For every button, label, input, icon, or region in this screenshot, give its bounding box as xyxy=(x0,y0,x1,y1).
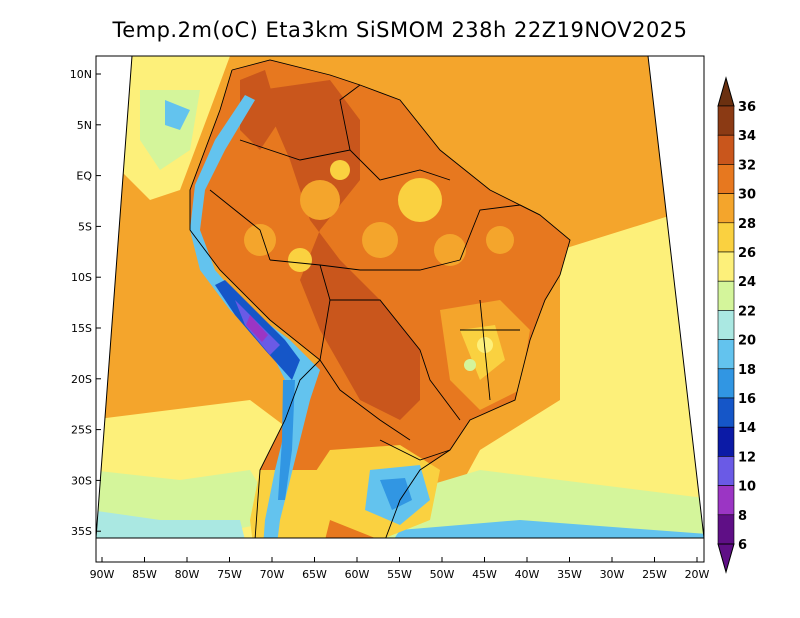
lat-tick-label: 35S xyxy=(71,525,92,538)
colorbar-label: 8 xyxy=(738,509,747,524)
lon-tick-label: 25W xyxy=(642,568,667,581)
colorbar-band xyxy=(717,222,735,253)
colorbar-band xyxy=(717,280,735,311)
colorbar-label: 14 xyxy=(738,421,756,436)
colorbar-label: 16 xyxy=(738,392,756,407)
colorbar-band xyxy=(717,105,735,136)
colorbar-label: 20 xyxy=(738,334,756,349)
lon-tick-label: 45W xyxy=(472,568,497,581)
lon-tick-label: 55W xyxy=(387,568,412,581)
lat-tick-label: 25S xyxy=(71,424,92,437)
lon-tick-label: 70W xyxy=(260,568,285,581)
lon-tick-label: 40W xyxy=(515,568,540,581)
colorbar-label: 6 xyxy=(738,538,747,553)
longitude-axis: 90W 85W 80W 75W 70W 65W 60W 55W 50W 45W 40W 35W 30W 2… xyxy=(90,557,710,581)
colorbar-band xyxy=(717,485,735,516)
colorbar: 36 34 32 30 28 26 24 22 20 18 16 14 12 10 8 6 xyxy=(717,76,756,574)
lat-tick-label: 10S xyxy=(71,271,92,284)
lon-tick-label: 80W xyxy=(175,568,200,581)
lon-tick-label: 60W xyxy=(345,568,370,581)
colorbar-label: 30 xyxy=(738,188,756,203)
colorbar-band xyxy=(717,193,735,224)
colorbar-band xyxy=(717,339,735,370)
lat-tick-label: 30S xyxy=(71,474,92,487)
colorbar-band xyxy=(717,368,735,399)
country-borders xyxy=(189,59,571,538)
lat-tick-label: 10N xyxy=(70,68,92,81)
map-title: Temp.2m(oC) Eta3km SiSMOM 238h 22Z19NOV2… xyxy=(112,18,688,42)
colorbar-band xyxy=(717,456,735,486)
lat-tick-label: EQ xyxy=(76,170,92,183)
colorbar-label: 34 xyxy=(738,129,756,144)
colorbar-label: 12 xyxy=(738,450,756,465)
lon-tick-label: 20W xyxy=(685,568,710,581)
lat-tick-label: 20S xyxy=(71,373,92,386)
colorbar-bottom-arrow xyxy=(717,543,735,574)
colorbar-label: 18 xyxy=(738,363,756,378)
lon-tick-label: 65W xyxy=(302,568,327,581)
colorbar-band xyxy=(717,514,735,545)
colorbar-label: 24 xyxy=(738,275,756,290)
lon-tick-label: 30W xyxy=(600,568,625,581)
lat-tick-label: 5N xyxy=(77,119,92,132)
colorbar-band xyxy=(717,164,735,194)
lon-tick-label: 85W xyxy=(132,568,157,581)
colorbar-label: 36 xyxy=(738,100,756,115)
lon-tick-label: 50W xyxy=(430,568,455,581)
lon-tick-label: 35W xyxy=(557,568,582,581)
colorbar-band xyxy=(717,134,735,165)
lat-tick-label: 5S xyxy=(78,220,92,233)
colorbar-label: 26 xyxy=(738,246,756,261)
colorbar-label: 32 xyxy=(738,158,756,173)
lat-tick-label: 15S xyxy=(71,322,92,335)
colorbar-band xyxy=(717,251,735,282)
colorbar-top-arrow xyxy=(717,76,735,107)
colorbar-label: 10 xyxy=(738,480,756,495)
latitude-axis: 10N 5N EQ 5S 10S 15S 20S 25S 30S 35S xyxy=(70,68,101,538)
lon-tick-label: 75W xyxy=(217,568,242,581)
colorbar-band xyxy=(717,397,735,428)
temperature-field xyxy=(96,56,704,538)
lon-tick-label: 90W xyxy=(90,568,115,581)
colorbar-band xyxy=(717,426,735,457)
colorbar-label: 22 xyxy=(738,304,756,319)
colorbar-label: 28 xyxy=(738,217,756,232)
colorbar-band xyxy=(717,310,735,340)
